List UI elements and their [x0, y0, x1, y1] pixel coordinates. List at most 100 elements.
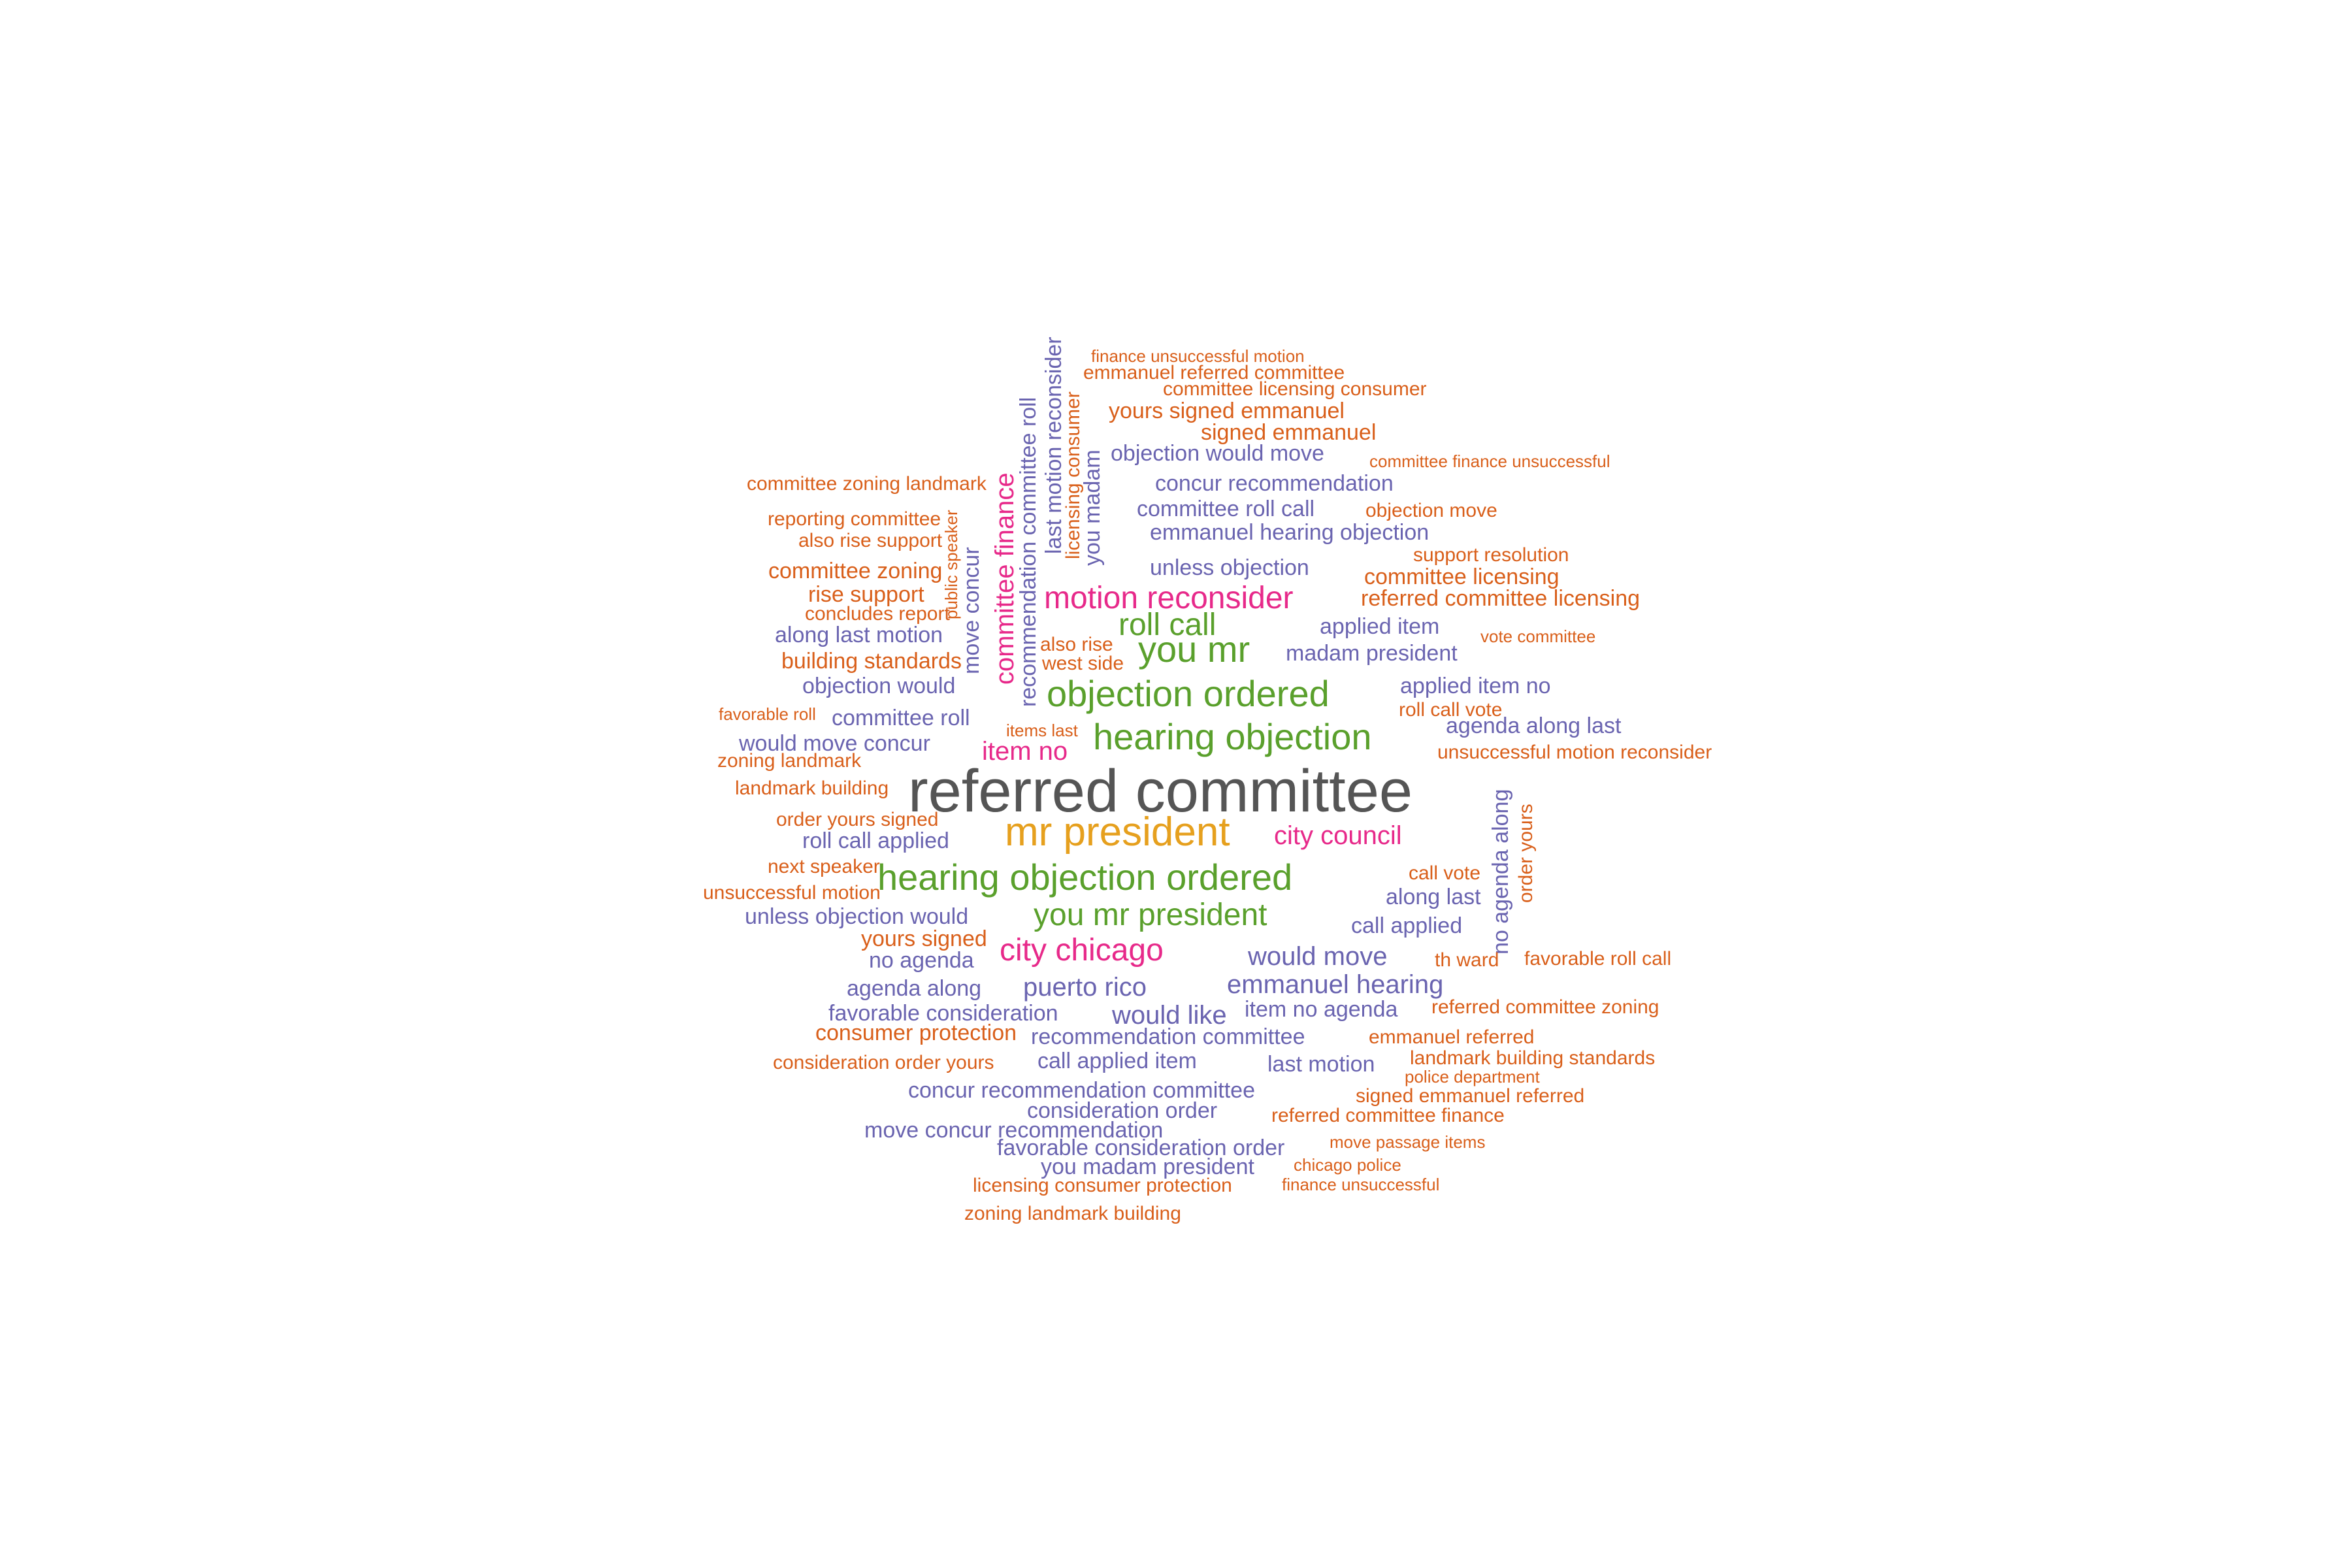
word-finance-unsuccessful-motion: finance unsuccessful motion: [1091, 346, 1305, 366]
word-chicago-police: chicago police: [1294, 1155, 1401, 1175]
word-favorable-consideration-order: favorable consideration order: [997, 1135, 1285, 1160]
word-along-last: along last: [1386, 885, 1481, 909]
word-emmanuel-hearing-objection: emmanuel hearing objection: [1150, 520, 1429, 545]
word-you-madam: you madam: [1080, 449, 1105, 566]
word-would-move-concur: would move concur: [739, 731, 930, 756]
word-unless-objection: unless objection: [1150, 555, 1309, 580]
word-move-concur-recommendation: move concur recommendation: [864, 1118, 1164, 1143]
word-madam-president: madam president: [1286, 641, 1458, 666]
word-emmanuel-referred: emmanuel referred: [1369, 1026, 1535, 1048]
word-licensing-consumer: licensing consumer: [1062, 391, 1084, 559]
word-signed-emmanuel-referred: signed emmanuel referred: [1356, 1085, 1585, 1107]
word-consumer-protection: consumer protection: [815, 1021, 1017, 1045]
word-agenda-along: agenda along: [847, 976, 982, 1001]
word-favorable-roll-call: favorable roll call: [1524, 948, 1672, 970]
word-you-madam-president: you madam president: [1041, 1154, 1254, 1179]
word-committee-zoning: committee zoning: [768, 559, 943, 583]
word-yours-signed-emmanuel: yours signed emmanuel: [1109, 399, 1345, 423]
word-mr-president: mr president: [1005, 809, 1230, 855]
word-roll-call-vote: roll call vote: [1399, 699, 1503, 721]
word-motion-reconsider: motion reconsider: [1044, 581, 1294, 615]
word-next-speaker: next speaker: [768, 856, 880, 877]
word-objection-would: objection would: [802, 674, 956, 698]
word-hearing-objection-ordered: hearing objection ordered: [877, 857, 1293, 898]
word-yours-signed: yours signed: [861, 926, 987, 951]
word-licensing-consumer-protection: licensing consumer protection: [973, 1175, 1232, 1196]
word-applied-item-no: applied item no: [1400, 674, 1551, 698]
word-no-agenda: no agenda: [869, 948, 974, 973]
word-referred-committee-finance: referred committee finance: [1271, 1105, 1505, 1126]
word-favorable-roll: favorable roll: [719, 704, 816, 724]
word-objection-would-move: objection would move: [1111, 441, 1324, 466]
word-applied-item: applied item: [1320, 614, 1440, 639]
word-concur-recommendation-committee: concur recommendation committee: [908, 1078, 1256, 1103]
word-west-side: west side: [1042, 653, 1124, 674]
word-support-resolution: support resolution: [1413, 544, 1569, 566]
word-item-no-agenda: item no agenda: [1245, 997, 1398, 1022]
word-committee-roll-call: committee roll call: [1137, 497, 1315, 521]
word-consideration-order: consideration order: [1027, 1098, 1218, 1123]
word-committee-licensing: committee licensing: [1364, 564, 1560, 589]
word-call-applied: call applied: [1351, 913, 1463, 938]
word-recommendation-committee-roll: recommendation committee roll: [1016, 397, 1041, 707]
word-landmark-building-standards: landmark building standards: [1410, 1047, 1656, 1069]
word-unsuccessful-motion-reconsider: unsuccessful motion reconsider: [1437, 742, 1712, 763]
word-order-yours: order yours: [1515, 804, 1537, 903]
word-roll-call-applied: roll call applied: [802, 828, 949, 853]
word-move-passage-items: move passage items: [1330, 1132, 1486, 1152]
word-emmanuel-referred-committee: emmanuel referred committee: [1083, 362, 1345, 384]
word-no-agenda-along: no agenda along: [1488, 789, 1513, 955]
word-objection-move: objection move: [1365, 500, 1497, 521]
word-zoning-landmark: zoning landmark: [717, 750, 862, 772]
word-would-move: would move: [1248, 942, 1388, 971]
word-referred-committee: referred committee: [908, 758, 1413, 825]
word-rise-support: rise support: [808, 582, 924, 607]
word-building-standards: building standards: [781, 649, 962, 674]
word-you-mr: you mr: [1138, 629, 1250, 670]
word-also-rise: also rise: [1040, 634, 1113, 655]
word-unless-objection-would: unless objection would: [745, 904, 969, 929]
word-call-applied-item: call applied item: [1037, 1049, 1197, 1073]
word-police-department: police department: [1405, 1067, 1540, 1086]
word-committee-finance-unsuccessful: committee finance unsuccessful: [1369, 451, 1610, 471]
word-unsuccessful-motion: unsuccessful motion: [703, 882, 881, 904]
word-committee-licensing-consumer: committee licensing consumer: [1163, 378, 1427, 400]
word-recommendation-committee: recommendation committee: [1031, 1024, 1305, 1049]
word-last-motion: last motion: [1267, 1052, 1375, 1077]
word-th-ward: th ward: [1435, 949, 1499, 971]
word-public-speaker: public speaker: [941, 510, 961, 619]
word-vote-committee: vote committee: [1480, 627, 1596, 646]
word-committee-roll: committee roll: [832, 706, 970, 730]
word-along-last-motion: along last motion: [775, 623, 943, 647]
word-emmanuel-hearing: emmanuel hearing: [1227, 970, 1444, 999]
word-landmark-building: landmark building: [735, 777, 889, 799]
word-last-motion-reconsider: last motion reconsider: [1041, 336, 1066, 554]
word-referred-committee-licensing: referred committee licensing: [1361, 586, 1641, 611]
word-concludes-report: concludes report: [805, 603, 950, 625]
word-reporting-committee: reporting committee: [768, 508, 941, 530]
word-item-no: item no: [982, 737, 1068, 766]
word-roll-call: roll call: [1119, 608, 1217, 642]
word-concur-recommendation: concur recommendation: [1155, 471, 1394, 496]
word-signed-emmanuel: signed emmanuel: [1201, 420, 1377, 445]
word-referred-committee-zoning: referred committee zoning: [1431, 996, 1659, 1018]
word-consideration-order-yours: consideration order yours: [773, 1052, 994, 1073]
word-committee-zoning-landmark: committee zoning landmark: [747, 473, 987, 495]
word-city-chicago: city chicago: [1000, 933, 1164, 968]
word-city-council: city council: [1274, 821, 1402, 850]
word-zoning-landmark-building: zoning landmark building: [964, 1203, 1181, 1224]
word-items-last: items last: [1006, 721, 1078, 740]
word-puerto-rico: puerto rico: [1023, 973, 1147, 1002]
word-objection-ordered: objection ordered: [1047, 673, 1330, 714]
word-committee-finance: committee finance: [990, 472, 1019, 685]
word-would-like: would like: [1112, 1001, 1227, 1030]
word-call-vote: call vote: [1409, 862, 1481, 884]
word-agenda-along-last: agenda along last: [1446, 713, 1622, 738]
word-finance-unsuccessful: finance unsuccessful: [1282, 1175, 1440, 1194]
word-you-mr-president: you mr president: [1034, 898, 1267, 932]
word-hearing-objection: hearing objection: [1093, 716, 1372, 757]
word-order-yours-signed: order yours signed: [776, 809, 939, 830]
word-also-rise-support: also rise support: [798, 530, 943, 551]
word-favorable-consideration: favorable consideration: [828, 1001, 1058, 1026]
